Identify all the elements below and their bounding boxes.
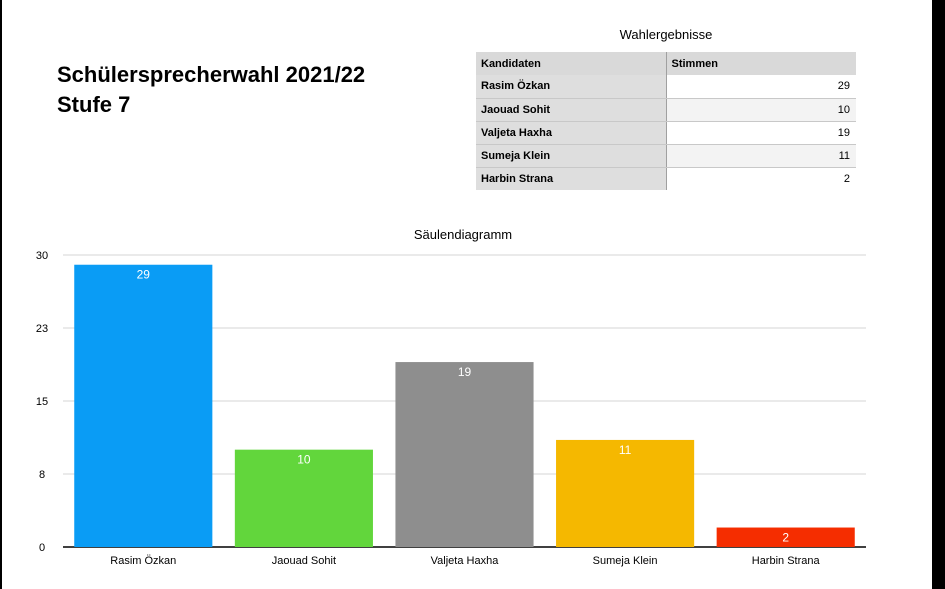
bar-value-label: 2 xyxy=(782,531,789,545)
table-row: Sumeja Klein 11 xyxy=(476,144,856,168)
table-row: Jaouad Sohit 10 xyxy=(476,98,856,122)
votes-cell: 11 xyxy=(666,144,856,168)
votes-cell: 10 xyxy=(666,98,856,122)
y-tick-label: 23 xyxy=(36,323,48,335)
candidate-name-cell: Sumeja Klein xyxy=(476,144,667,168)
y-tick-label: 0 xyxy=(39,542,45,554)
bar-value-label: 11 xyxy=(619,443,632,457)
x-tick-label: Sumeja Klein xyxy=(593,555,658,567)
bar xyxy=(234,449,373,547)
candidate-name-cell: Jaouad Sohit xyxy=(476,98,667,122)
chart-bars: 29 10 19 11 2 xyxy=(74,264,855,547)
bar xyxy=(716,527,855,547)
votes-cell: 2 xyxy=(843,172,850,185)
bar-value-label: 10 xyxy=(297,453,311,467)
y-tick-label: 8 xyxy=(39,469,45,481)
table-header-row: Kandidaten Stimmen xyxy=(476,52,856,75)
votes-cell: 19 xyxy=(666,121,856,145)
column-header-votes: Stimmen xyxy=(666,52,856,75)
left-frame-border xyxy=(0,0,2,589)
chart-title: Säulendiagramm xyxy=(414,227,512,242)
table-row: Harbin Strana 2 xyxy=(476,167,856,190)
page-title: Schülersprecherwahl 2021/22 Stufe 7 xyxy=(57,60,365,120)
x-tick-label: Jaouad Sohit xyxy=(272,555,336,567)
x-tick-label: Rasim Özkan xyxy=(110,555,176,567)
chart-x-axis: Rasim Özkan Jaouad Sohit Valjeta Haxha Sume… xyxy=(110,555,820,567)
bar xyxy=(74,264,213,547)
bar xyxy=(556,439,695,547)
bar xyxy=(395,362,534,547)
candidate-name-cell: Valjeta Haxha xyxy=(476,121,667,145)
page-title-line1: Schülersprecherwahl 2021/22 xyxy=(57,62,366,87)
right-frame-border xyxy=(932,0,945,589)
bar-value-label: 29 xyxy=(137,268,151,282)
x-tick-label: Valjeta Haxha xyxy=(431,555,500,567)
y-tick-label: 30 xyxy=(36,250,48,262)
y-tick-label: 15 xyxy=(36,396,48,408)
table-row: Valjeta Haxha 19 xyxy=(476,121,856,145)
table-row: Rasim Özkan 29 xyxy=(476,75,856,99)
chart-y-axis: 0 8 15 23 30 xyxy=(36,250,48,554)
results-table: Kandidaten Stimmen Rasim Özkan 29 Jaouad… xyxy=(476,52,856,190)
bar-value-label: 19 xyxy=(458,365,472,379)
candidate-name-cell: Rasim Özkan xyxy=(476,75,667,99)
page-title-line2: Stufe 7 xyxy=(57,92,131,117)
x-tick-label: Harbin Strana xyxy=(752,555,821,567)
candidate-name-cell: Harbin Strana xyxy=(476,167,667,190)
table-title: Wahlergebnisse xyxy=(619,27,713,42)
column-header-candidates: Kandidaten xyxy=(476,52,667,75)
votes-cell: 29 xyxy=(666,75,856,99)
